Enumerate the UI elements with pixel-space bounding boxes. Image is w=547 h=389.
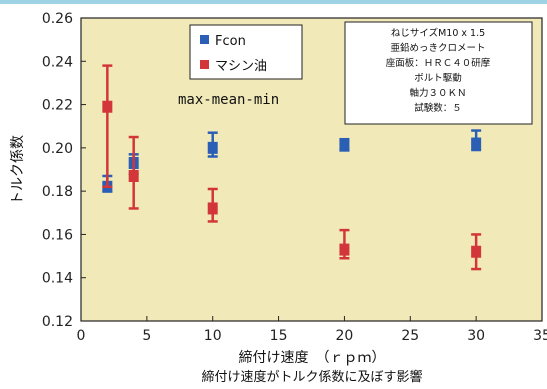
- top-accent-bar: [0, 0, 547, 4]
- y-tick-label: 0.16: [42, 227, 73, 243]
- x-tick-label: 15: [270, 328, 288, 344]
- y-tick-label: 0.26: [42, 11, 73, 27]
- legend-swatch-machine-oil: [200, 60, 209, 69]
- mean-marker: [128, 169, 139, 182]
- y-tick-label: 0.22: [42, 98, 73, 114]
- y-tick-label: 0.18: [42, 184, 73, 200]
- condition-line: 亜鉛めっきクロメート: [390, 42, 485, 54]
- y-tick-label: 0.12: [42, 314, 73, 330]
- x-tick-label: 0: [77, 328, 86, 344]
- legend-swatch-fcon: [200, 35, 209, 44]
- conditions-border: [344, 21, 533, 125]
- y-tick-label: 0.20: [42, 141, 73, 157]
- mean-marker: [207, 141, 218, 154]
- x-tick-label: 30: [467, 328, 485, 344]
- conditions-box: ねじサイズM10 x 1.5 亜鉛めっきクロメート 座面板：ＨＲＣ４０研摩 ボル…: [344, 21, 533, 125]
- mean-marker: [471, 137, 482, 150]
- legend-label-machine-oil: マシン油: [215, 59, 267, 74]
- figure-caption: 締付け速度がトルク係数に及ぼす影響: [201, 369, 422, 385]
- y-tick-label: 0.24: [42, 54, 73, 70]
- mean-marker: [339, 139, 350, 152]
- legend: Fcon マシン油: [189, 24, 303, 80]
- condition-line: ねじサイズM10 x 1.5: [391, 27, 485, 39]
- condition-line: 座面板：ＨＲＣ４０研摩: [386, 57, 491, 69]
- x-axis: 0 5 10 15 20 25 30 35: [77, 316, 547, 344]
- mean-marker: [339, 243, 350, 256]
- condition-line: 試験数：５: [414, 102, 462, 114]
- annotation-max-mean-min: max-mean-min: [178, 92, 279, 108]
- condition-line: 軸力３０ＫＮ: [409, 87, 466, 99]
- x-axis-title: 締付け速度 （ｒｐｍ）: [239, 349, 386, 366]
- x-tick-label: 25: [401, 328, 419, 344]
- series-layer: [102, 64, 482, 271]
- mean-marker: [471, 245, 482, 258]
- y-axis-title: トルク係数: [10, 135, 26, 205]
- x-tick-label: 35: [533, 328, 547, 344]
- x-tick-label: 10: [204, 328, 222, 344]
- x-tick-label: 20: [336, 328, 354, 344]
- condition-line: ボルト駆動: [414, 73, 462, 84]
- legend-label-fcon: Fcon: [215, 34, 246, 49]
- legend-box: [189, 24, 303, 80]
- x-tick-label: 5: [142, 328, 151, 344]
- y-axis: 0.12 0.14 0.16 0.18 0.20 0.22 0.24 0.26: [42, 11, 86, 330]
- mean-marker: [102, 100, 113, 113]
- mean-marker: [207, 202, 218, 215]
- y-tick-label: 0.14: [42, 271, 73, 287]
